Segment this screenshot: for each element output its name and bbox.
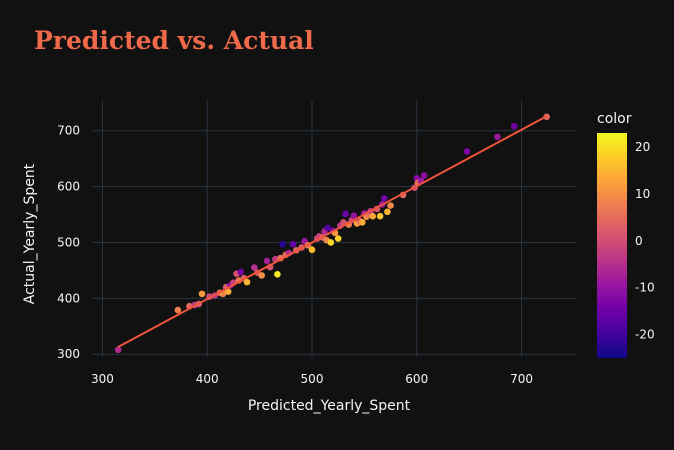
x-axis-title: Predicted_Yearly_Spent: [248, 398, 411, 414]
scatter-point: [350, 212, 358, 219]
scatter-point: [198, 290, 206, 298]
colorbar-gradient: [597, 133, 627, 358]
colorbar-title: color: [597, 111, 632, 127]
y-tick-label: 300: [57, 347, 80, 361]
scatter-point: [324, 224, 332, 232]
chart-title: Predicted vs. Actual: [34, 26, 314, 55]
x-axis-ticks: 300 400 500 600 700: [91, 372, 533, 386]
scatter-point: [174, 306, 182, 314]
scatter-point: [279, 240, 286, 248]
scatter-point: [380, 195, 388, 202]
scatter-point: [494, 133, 501, 141]
y-tick-label: 700: [57, 124, 80, 138]
colorbar-tick-label: -20: [635, 328, 655, 342]
colorbar: color 20 10 0 -10 -20: [597, 111, 655, 358]
scatter-point: [258, 272, 266, 279]
x-tick-label: 400: [196, 372, 219, 386]
colorbar-tick-label: 20: [635, 140, 650, 154]
y-tick-label: 600: [57, 180, 80, 194]
scatter-point: [327, 239, 335, 246]
scatter-point: [387, 202, 394, 209]
scatter-point: [237, 268, 245, 276]
scatter-point: [243, 278, 251, 286]
colorbar-tick-label: 0: [635, 234, 643, 248]
scatter-point: [510, 122, 518, 130]
scatter-point: [463, 148, 471, 155]
scatter-point: [342, 210, 349, 218]
x-tick-label: 600: [405, 372, 428, 386]
colorbar-tick-label: 10: [635, 187, 650, 201]
scatter-point: [224, 288, 232, 295]
scatter-point: [289, 240, 297, 248]
y-axis-title: Actual_Yearly_Spent: [22, 163, 38, 304]
trendline-layer: [117, 115, 548, 348]
y-tick-label: 400: [57, 291, 80, 305]
y-axis-ticks: 300 400 500 600 700: [57, 124, 80, 361]
scatter-point: [263, 257, 271, 265]
y-tick-label: 500: [57, 235, 80, 249]
scatter-point: [376, 212, 384, 220]
grid-layer: [92, 100, 576, 357]
scatter-point: [308, 246, 316, 254]
scatter-point: [334, 235, 342, 242]
scatter-point: [369, 212, 377, 220]
x-tick-label: 500: [301, 372, 324, 386]
scatter-point: [384, 208, 391, 216]
scatter-point: [358, 219, 366, 226]
scatter-point: [274, 271, 281, 278]
scatter-point: [420, 172, 428, 179]
scatter-point: [114, 346, 122, 354]
x-tick-label: 700: [510, 372, 533, 386]
colorbar-tick-label: -10: [635, 281, 655, 295]
trendline: [117, 115, 548, 348]
scatter-point: [251, 264, 258, 271]
scatter-points: [114, 113, 550, 354]
x-tick-label: 300: [91, 372, 114, 386]
colorbar-ticks: 20 10 0 -10 -20: [635, 140, 655, 342]
